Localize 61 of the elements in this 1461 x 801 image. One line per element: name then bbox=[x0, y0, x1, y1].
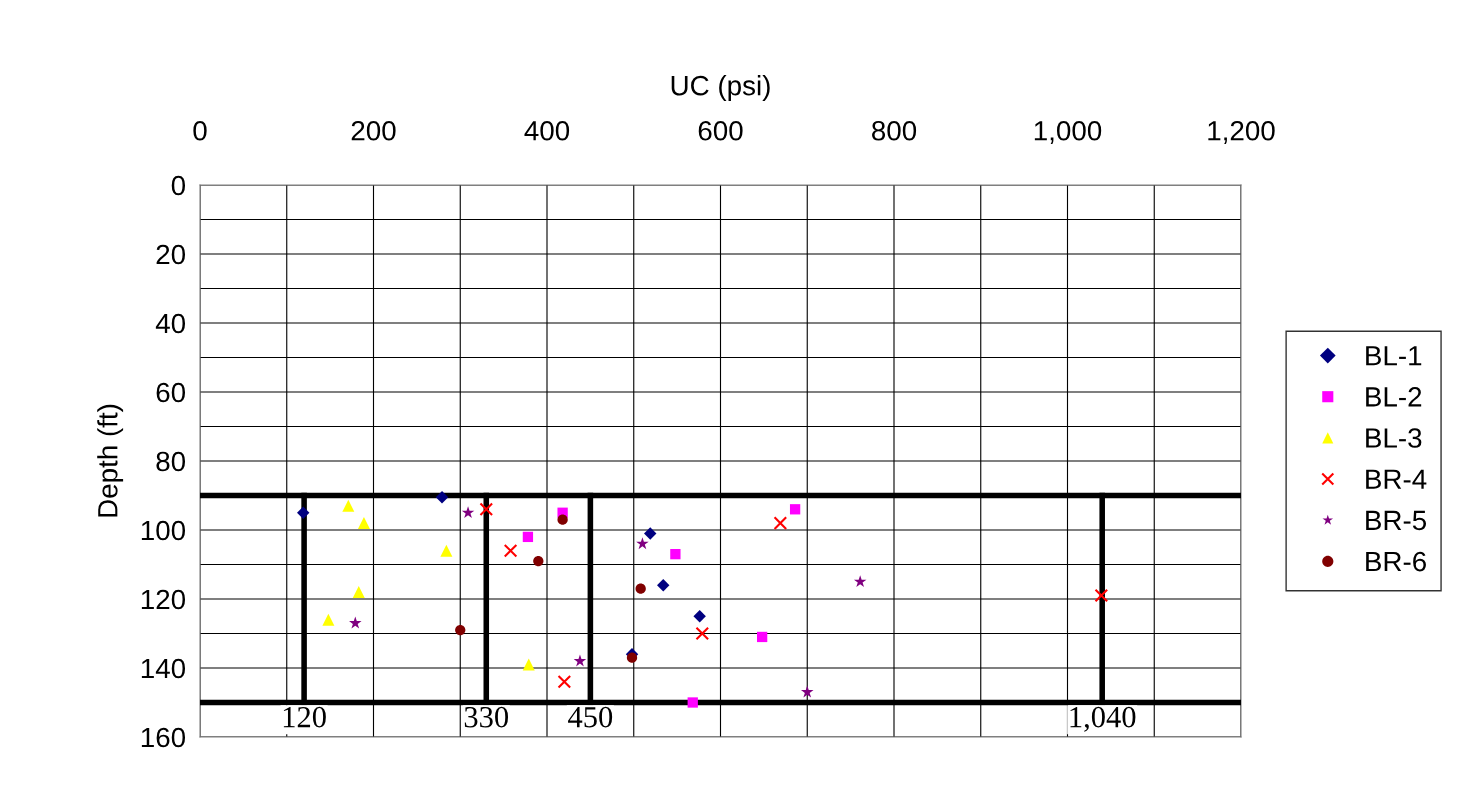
y-tick-label: 40 bbox=[155, 313, 186, 334]
point bbox=[522, 531, 534, 543]
point bbox=[352, 586, 365, 599]
x-tick-label: 600 bbox=[698, 120, 743, 141]
point bbox=[533, 555, 544, 567]
point bbox=[557, 514, 568, 525]
ref-line-label: 330 bbox=[464, 706, 509, 728]
y-axis-title: Depth (ft) bbox=[97, 404, 124, 517]
point bbox=[342, 499, 355, 512]
point bbox=[297, 506, 310, 519]
point bbox=[322, 613, 335, 626]
x-tick-label: 1,200 bbox=[1208, 120, 1275, 144]
point bbox=[455, 624, 466, 636]
legend-label: BR-5 bbox=[1366, 510, 1427, 531]
y-tick-label: 120 bbox=[141, 589, 186, 610]
point bbox=[626, 652, 638, 663]
y-tick-label: 20 bbox=[156, 244, 186, 265]
ref-line-label: 1,040 bbox=[1070, 706, 1136, 732]
point bbox=[693, 610, 706, 623]
y-tick-label: 140 bbox=[141, 658, 186, 679]
point bbox=[670, 549, 681, 560]
point bbox=[440, 544, 453, 557]
point bbox=[800, 685, 814, 698]
point bbox=[756, 631, 768, 643]
legend-label: BR-6 bbox=[1366, 551, 1426, 572]
x-tick-label: 400 bbox=[524, 120, 570, 141]
point bbox=[644, 527, 657, 540]
point bbox=[789, 504, 801, 515]
point bbox=[573, 654, 587, 667]
y-tick-label: 60 bbox=[156, 382, 186, 403]
y-tick-label: 160 bbox=[141, 727, 186, 748]
legend-label: BR-4 bbox=[1366, 469, 1427, 489]
point bbox=[635, 583, 646, 594]
point bbox=[503, 543, 518, 558]
point bbox=[657, 578, 670, 592]
legend-label: BL-2 bbox=[1366, 387, 1422, 407]
point bbox=[435, 491, 449, 504]
point bbox=[1094, 588, 1109, 603]
point bbox=[357, 517, 370, 530]
point bbox=[695, 626, 710, 641]
point bbox=[461, 506, 475, 519]
legend-label: BL-1 bbox=[1366, 346, 1422, 366]
x-tick-label: 0 bbox=[193, 120, 207, 141]
x-tick-label: 200 bbox=[351, 120, 396, 141]
point bbox=[687, 697, 698, 708]
y-tick-label: 80 bbox=[156, 451, 186, 472]
point bbox=[853, 575, 867, 588]
y-tick-label: 100 bbox=[141, 520, 186, 541]
point bbox=[349, 616, 362, 629]
point bbox=[557, 674, 572, 689]
x-tick-label: 1,000 bbox=[1034, 120, 1102, 144]
x-axis-title: UC (psi) bbox=[671, 75, 770, 101]
ref-line-label: 120 bbox=[283, 706, 326, 728]
y-tick-label: 0 bbox=[171, 175, 186, 196]
legend-label: BL-3 bbox=[1366, 428, 1422, 448]
point bbox=[479, 502, 494, 517]
point bbox=[773, 516, 788, 530]
x-tick-label: 800 bbox=[872, 120, 917, 141]
ref-line-label: 450 bbox=[568, 706, 613, 728]
point bbox=[522, 658, 535, 671]
point bbox=[636, 537, 649, 550]
